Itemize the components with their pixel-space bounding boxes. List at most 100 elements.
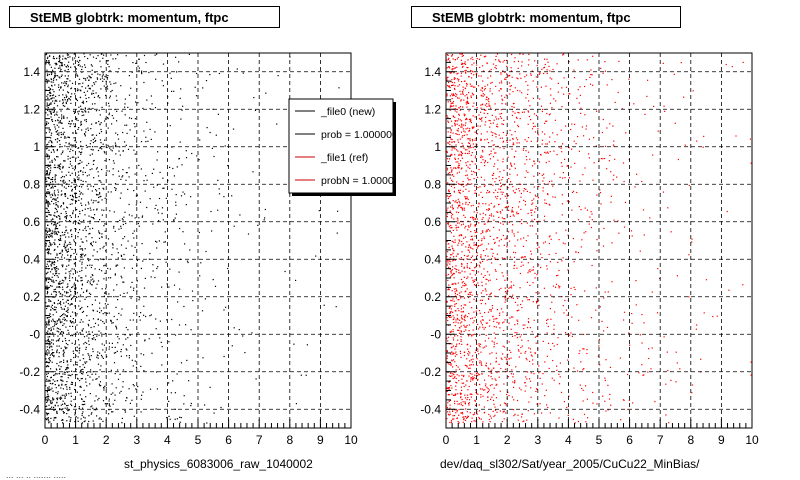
data-point	[171, 318, 173, 321]
data-point	[460, 100, 462, 102]
data-point	[523, 190, 525, 192]
data-point	[60, 206, 62, 208]
data-point	[66, 100, 69, 102]
data-point	[88, 340, 90, 342]
data-point	[471, 161, 474, 163]
data-point	[74, 412, 76, 414]
data-point	[47, 188, 49, 191]
data-point	[81, 161, 83, 163]
data-point	[509, 173, 511, 175]
data-point	[654, 401, 656, 403]
data-point	[47, 97, 49, 99]
data-point	[487, 271, 489, 273]
data-point	[448, 363, 450, 365]
data-point	[49, 95, 51, 97]
data-point	[57, 268, 59, 270]
data-point	[513, 235, 515, 237]
data-point	[107, 127, 109, 129]
data-point	[92, 407, 94, 409]
data-point	[55, 62, 57, 64]
data-point	[459, 272, 461, 274]
data-point	[71, 248, 73, 250]
data-point	[88, 420, 90, 423]
data-point	[452, 248, 454, 250]
data-point	[132, 384, 134, 386]
data-point	[122, 131, 124, 134]
data-point	[462, 190, 464, 192]
data-point	[451, 81, 453, 84]
data-point	[527, 171, 529, 173]
data-point	[473, 102, 475, 104]
data-point	[85, 348, 87, 350]
data-point	[71, 194, 73, 196]
data-point	[463, 130, 465, 132]
data-point	[52, 397, 54, 399]
data-point	[70, 256, 72, 258]
data-point	[67, 344, 69, 346]
data-point	[61, 251, 63, 253]
data-point	[47, 114, 49, 116]
data-point	[480, 107, 482, 109]
data-point	[55, 293, 57, 295]
data-point	[47, 349, 49, 351]
data-point	[83, 114, 85, 116]
data-point	[85, 128, 87, 130]
data-point	[57, 138, 59, 140]
data-point	[111, 123, 113, 125]
data-point	[144, 190, 146, 192]
data-point	[125, 247, 127, 249]
data-point	[569, 93, 571, 95]
data-point	[137, 222, 139, 225]
data-point	[464, 124, 466, 126]
data-point	[464, 87, 466, 89]
data-point	[546, 355, 548, 357]
data-point	[466, 101, 468, 103]
data-point	[134, 217, 136, 219]
data-point	[487, 99, 489, 101]
data-point	[450, 308, 452, 310]
data-point	[63, 117, 65, 119]
data-point	[481, 104, 483, 106]
data-point	[474, 235, 476, 237]
data-point	[556, 343, 558, 346]
data-point	[55, 99, 57, 101]
data-point	[497, 126, 499, 128]
data-point	[141, 243, 143, 245]
data-point	[533, 319, 535, 321]
data-point	[461, 398, 463, 401]
data-point	[600, 67, 602, 69]
data-point	[63, 243, 65, 245]
data-point	[50, 102, 52, 104]
y-tick-label: -0.2	[19, 365, 40, 379]
data-point	[540, 154, 542, 156]
data-point	[493, 346, 495, 348]
data-point	[54, 274, 56, 277]
data-point	[463, 80, 465, 82]
data-point	[99, 381, 102, 383]
data-point	[58, 352, 60, 354]
data-point	[263, 219, 265, 221]
data-point	[91, 405, 93, 407]
data-point	[146, 179, 148, 181]
data-point	[591, 264, 593, 267]
data-point	[466, 174, 468, 176]
data-point	[450, 363, 452, 365]
data-point	[531, 199, 533, 202]
data-point	[462, 93, 464, 95]
data-point	[166, 283, 168, 285]
data-point	[68, 277, 71, 279]
data-point	[62, 318, 64, 320]
data-point	[72, 59, 74, 61]
data-point	[84, 78, 86, 80]
data-point	[461, 142, 463, 144]
data-point	[457, 319, 459, 321]
data-point	[447, 82, 450, 84]
data-point	[457, 198, 459, 200]
data-point	[517, 297, 519, 299]
data-point	[211, 147, 213, 149]
data-point	[452, 266, 454, 268]
data-point	[453, 72, 455, 74]
data-point	[50, 151, 52, 153]
data-point	[192, 300, 194, 302]
data-point	[458, 408, 460, 411]
